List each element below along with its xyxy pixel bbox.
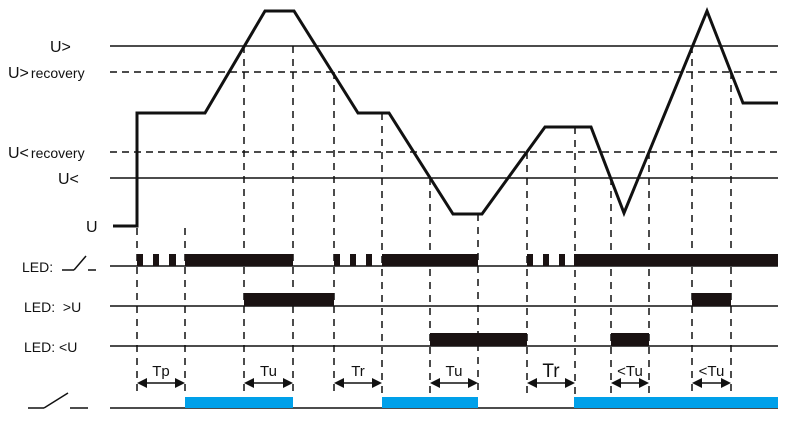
arrow-head-right [283, 378, 293, 388]
interval-label: Tu [260, 363, 277, 380]
u-label: U [86, 219, 98, 236]
led-on-block [574, 254, 778, 266]
voltage-waveform [113, 6, 778, 228]
relay-states [185, 397, 778, 408]
led-on-block [382, 254, 478, 266]
arrow-head-left [527, 378, 537, 388]
led-on-block [611, 333, 649, 346]
arrow-head-right [175, 378, 185, 388]
led-under-label: LED: <U [24, 339, 77, 355]
arrow-head-left [334, 378, 344, 388]
led-on-block [137, 254, 143, 266]
led-on-block [350, 254, 356, 266]
arrow-head-right [565, 378, 575, 388]
arrow-head-left [137, 378, 147, 388]
led-on-block [692, 293, 731, 306]
interval-label: Tr [351, 363, 365, 380]
arrow-head-right [721, 378, 731, 388]
led-on-block [543, 254, 549, 266]
threshold-lines [110, 45, 778, 179]
led-on-block [366, 254, 372, 266]
arrow-head-left [430, 378, 440, 388]
led-under-states [430, 333, 649, 346]
u-over-label: U> [50, 39, 71, 56]
u-under-label: U< [58, 171, 79, 188]
relay-closed-block [185, 397, 293, 408]
led-relay-states [137, 254, 778, 266]
interval-label: Tp [152, 363, 170, 380]
relay-closed-block [574, 397, 778, 408]
relay-contact-icon [28, 392, 88, 409]
led-on-block [169, 254, 176, 266]
u-over-recovery-label: U> recovery [8, 65, 85, 82]
arrow-head-left [244, 378, 254, 388]
relay-closed-block [382, 397, 478, 408]
led-over-states [244, 293, 731, 306]
led-on-block [559, 254, 565, 266]
interval-arrows: Tp Tu Tr Tu Tr <Tu <Tu [137, 361, 731, 388]
led-on-block [527, 254, 533, 266]
led-on-block [334, 254, 340, 266]
led-on-block [153, 254, 159, 266]
interval-label: <Tu [617, 363, 643, 380]
led-relay-label: LED: [22, 259, 53, 275]
arrow-head-right [639, 378, 649, 388]
led-on-block [244, 293, 334, 306]
interval-label: Tr [542, 361, 560, 382]
led-on-block [185, 254, 293, 266]
arrow-head-left [611, 378, 621, 388]
arrow-head-left [692, 378, 702, 388]
u-under-recovery-label: U< recovery [8, 145, 85, 162]
interval-label: <Tu [699, 363, 725, 380]
switch-icon [62, 255, 96, 271]
led-over-label: LED: >U [24, 299, 81, 315]
interval-label: Tu [446, 363, 463, 380]
arrow-head-right [372, 378, 382, 388]
arrow-head-right [468, 378, 478, 388]
led-on-block [430, 333, 527, 346]
